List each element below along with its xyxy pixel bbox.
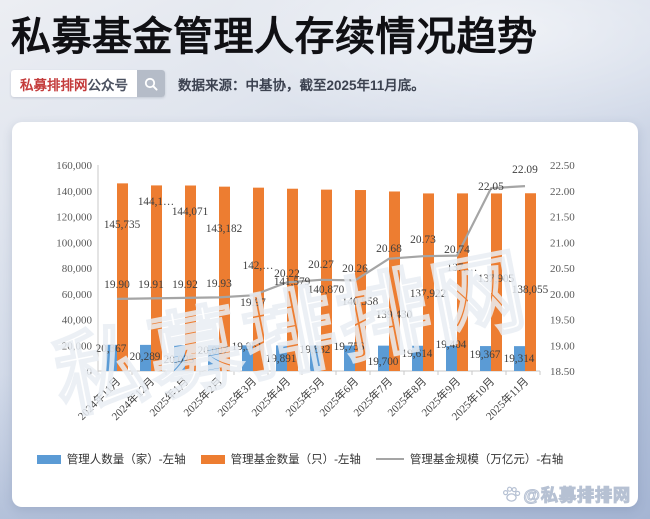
corner-watermark: @私募排排网 [502, 481, 631, 506]
header: 私募基金管理人存续情况趋势 私募排排网 公众号 数据来源：中基协，截至2025年… [11, 14, 538, 97]
fund-scale-value-label: 19.92 [172, 279, 198, 291]
manager-count-value-label: 20,289 [130, 351, 161, 363]
fund-count-value-label: 137,922 [410, 288, 446, 300]
left-axis-tick-label: 120,000 [56, 212, 92, 224]
legend-line-swatch [375, 457, 404, 461]
manager-count-value-label: 19,404 [436, 339, 467, 351]
manager-count-value-label: 19,756 [334, 341, 365, 353]
combo-chart: 160,000 140,000 120,000 100,000 80,000 60,000… [12, 122, 638, 449]
fund-scale-value-label: 20.27 [308, 259, 334, 271]
manager-count-value-label: 19,832 [300, 344, 331, 356]
manager-count-value-label: 20,025 [164, 354, 195, 366]
legend-bar-swatch [200, 454, 225, 464]
left-axis-tick-label: 140,000 [56, 186, 92, 198]
fund-count-value-label: 137,… [447, 262, 478, 274]
fund-scale-value-label: 19.93 [206, 278, 232, 290]
left-axis-tick-label: 100,000 [56, 237, 92, 249]
manager-count-value-label: 19,614 [402, 348, 433, 360]
fund-scale-value-label: 20.22 [274, 268, 300, 280]
left-axis-tick-label: 0 [87, 366, 93, 378]
paw-icon [503, 486, 521, 502]
right-axis-tick-label: 19.00 [550, 340, 575, 352]
fund-count-bar [389, 191, 400, 371]
meta-row: 私募排排网 公众号 数据来源：中基协，截至2025年11月底。 [11, 70, 538, 97]
left-axis-tick-label: 60,000 [62, 289, 93, 301]
manager-count-value-label: 20,007 [198, 345, 229, 357]
brand-badge: 私募排排网 公众号 [11, 70, 165, 97]
search-icon [137, 70, 165, 97]
fund-scale-value-label: 20.26 [342, 263, 368, 275]
right-axis-tick-label: 20.50 [550, 263, 575, 275]
fund-count-value-label: 145,735 [104, 219, 141, 231]
fund-scale-value-label: 19.97 [240, 297, 266, 309]
fund-count-value-label: 142,… [243, 260, 274, 272]
fund-scale-value-label: 20.74 [444, 244, 470, 256]
right-axis-tick-label: 20.00 [550, 289, 575, 301]
fund-scale-value-label: 22.05 [478, 181, 504, 193]
fund-count-value-label: 138,055 [512, 284, 549, 296]
chart-card: 160,000 140,000 120,000 100,000 80,000 60,000… [12, 122, 638, 507]
legend-item-manager-count: 管理人数量（家）-左轴 [36, 451, 186, 467]
right-axis-tick-label: 22.50 [550, 160, 575, 172]
fund-count-bar [423, 193, 434, 371]
legend-item-fund-count: 管理基金数量（只）-左轴 [200, 451, 361, 467]
right-axis-tick-label: 21.50 [550, 212, 575, 224]
chart-legend: 管理人数量（家）-左轴 管理基金数量（只）-左轴 管理基金规模（万亿元）-右轴 [20, 451, 580, 467]
data-source-note: 数据来源：中基协，截至2025年11月底。 [178, 77, 425, 93]
fund-count-value-label: 144,071 [172, 206, 208, 218]
fund-count-value-label: 140,558 [342, 296, 379, 308]
fund-scale-value-label: 19.91 [138, 279, 164, 291]
legend-bar-swatch [36, 454, 61, 464]
fund-count-value-label: 144,1… [138, 196, 174, 208]
legend-label: 管理人数量（家）-左轴 [66, 454, 186, 466]
manager-count-value-label: 19,700 [368, 356, 399, 368]
fund-count-value-label: 140,870 [308, 284, 345, 296]
fund-scale-value-label: 19.90 [104, 279, 130, 291]
right-axis-tick-label: 19.50 [550, 315, 575, 327]
fund-count-bar [525, 193, 536, 371]
fund-scale-value-label: 20.73 [410, 234, 436, 246]
manager-count-value-label: 19,951 [232, 341, 263, 353]
right-axis-tick-label: 21.00 [550, 237, 575, 249]
fund-count-value-label: 139,430 [376, 309, 413, 321]
left-axis-tick-label: 40,000 [62, 315, 93, 327]
manager-count-value-label: 20,367 [96, 343, 127, 355]
left-axis-tick-label: 20,000 [62, 340, 93, 352]
left-axis-tick-label: 80,000 [62, 263, 93, 275]
manager-count-value-label: 19,367 [470, 349, 501, 361]
legend-item-fund-scale: 管理基金规模（万亿元）-右轴 [375, 451, 564, 467]
right-axis-tick-label: 18.50 [550, 366, 575, 378]
right-axis-tick-label: 22.00 [550, 186, 575, 198]
legend-label: 管理基金数量（只）-左轴 [230, 454, 361, 466]
manager-count-value-label: 19,314 [504, 353, 535, 365]
fund-count-value-label: 137,905 [478, 273, 515, 285]
fund-scale-value-label: 20.68 [376, 243, 402, 255]
chart-canvas: 160,000 140,000 120,000 100,000 80,000 60,000… [56, 160, 575, 423]
fund-scale-value-label: 22.09 [512, 164, 538, 176]
manager-count-value-label: 19,891 [266, 353, 297, 365]
legend-label: 管理基金规模（万亿元）-右轴 [409, 454, 564, 466]
brand-name: 私募排排网 [20, 77, 88, 93]
page-title: 私募基金管理人存续情况趋势 [11, 15, 538, 59]
brand-suffix: 公众号 [87, 77, 129, 93]
fund-count-value-label: 143,182 [206, 223, 242, 235]
left-axis-tick-label: 160,000 [56, 160, 92, 172]
corner-watermark-text: @私募排排网 [523, 486, 631, 506]
